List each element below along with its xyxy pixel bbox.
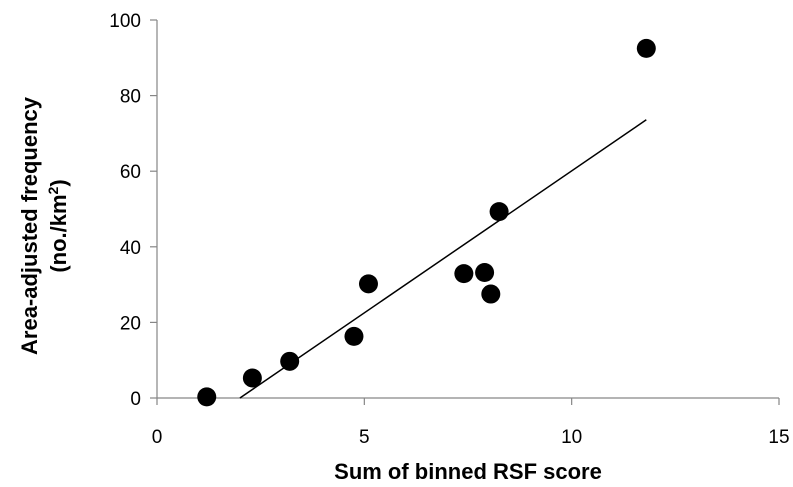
data-point: [489, 202, 509, 222]
x-tick-label: 5: [359, 427, 370, 448]
y-tick-label: 0: [130, 389, 141, 410]
y-axis-title-line1: Area-adjusted frequency: [17, 96, 42, 355]
data-point: [242, 368, 262, 388]
data-point: [197, 387, 217, 407]
data-point: [475, 263, 495, 283]
data-points: [197, 38, 656, 407]
x-axis-title: Sum of binned RSF score: [334, 459, 602, 484]
x-tick-label: 15: [768, 427, 789, 448]
x-axis-ticks: 0 5 10 15: [152, 398, 790, 448]
data-point: [481, 284, 501, 304]
y-tick-label: 60: [120, 162, 141, 183]
y-tick-label: 100: [109, 11, 141, 32]
data-point: [344, 326, 364, 346]
trendline: [239, 119, 647, 399]
x-tick-label: 0: [152, 427, 163, 448]
data-point: [358, 274, 378, 294]
data-point: [454, 264, 474, 284]
y-tick-label: 80: [120, 87, 141, 108]
y-axis-title-line2: (no./km2): [45, 179, 71, 272]
y-axis-unit-suffix: ): [46, 179, 71, 186]
y-axis-ticks: 0 20 40 60 80 100: [109, 11, 157, 410]
x-tick-label: 10: [561, 427, 582, 448]
y-axis-unit-prefix: (no./km: [46, 194, 71, 272]
y-tick-label: 40: [120, 238, 141, 259]
data-point: [280, 351, 300, 371]
y-axis-unit-superscript: 2: [45, 186, 61, 194]
data-point: [636, 38, 656, 58]
y-tick-label: 20: [120, 313, 141, 334]
